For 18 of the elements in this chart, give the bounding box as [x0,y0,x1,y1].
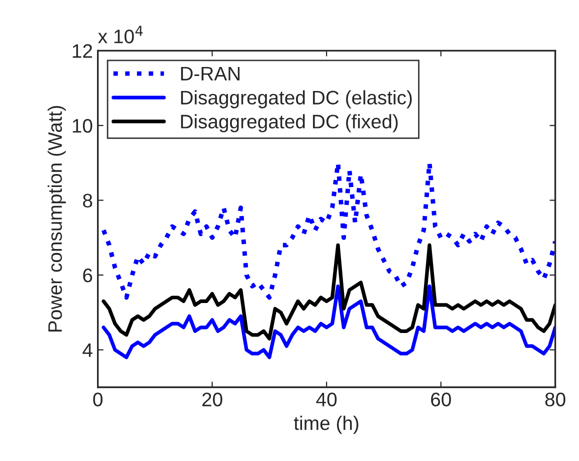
x-axis-title: time (h) [294,416,358,434]
x-tick-label: 40 [316,392,337,406]
legend-label: Disaggregated DC (fixed) [181,114,398,132]
y-tick-label: 10 [72,118,92,133]
legend-label: Disaggregated DC (elastic) [181,90,412,108]
x-tick-label: 80 [545,392,566,406]
y-tick-label: 12 [72,44,92,58]
line-series [102,284,556,360]
text: x 10$^{4}$ [98,26,143,44]
y-tick-label: 4 [82,344,92,357]
x-tick-label: 20 [202,392,222,406]
y-tick-label: 6 [83,268,92,282]
line-series [102,243,556,340]
y-axis-title: Power consumption (Watt) [48,106,66,332]
x-tick-label: 0 [93,392,102,406]
y-tick-label: 8 [83,194,92,208]
legend-label: D-RAN [181,66,240,80]
x-tick-label: 60 [431,392,451,406]
